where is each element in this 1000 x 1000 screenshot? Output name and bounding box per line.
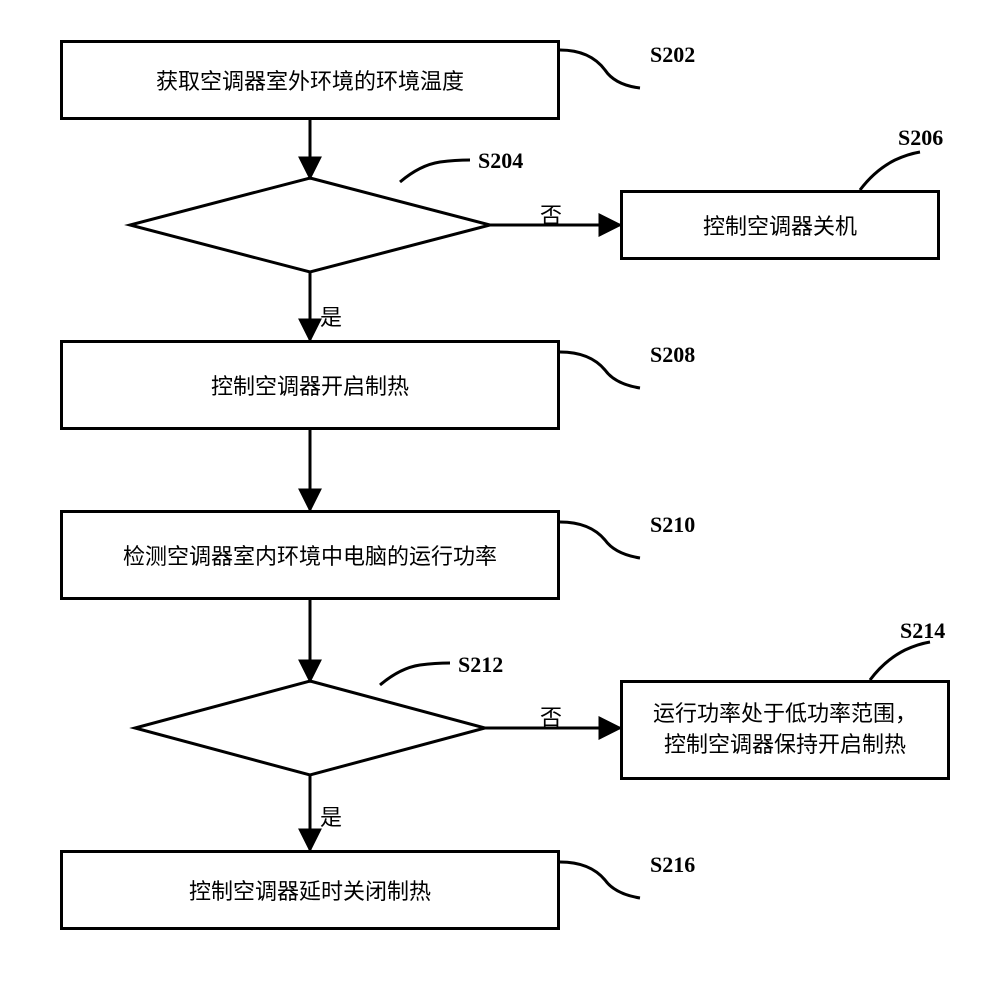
- callout-s212: [380, 663, 450, 685]
- label-s204: S204: [478, 148, 523, 174]
- callout-s204: [400, 160, 470, 182]
- node-s216-text: 控制空调器延时关闭制热: [189, 874, 431, 906]
- node-s206-text: 控制空调器关机: [703, 209, 857, 241]
- label-s208: S208: [650, 342, 695, 368]
- label-s212: S212: [458, 652, 503, 678]
- node-s210: 检测空调器室内环境中电脑的运行功率: [60, 510, 560, 600]
- callout-s214: [870, 642, 930, 680]
- callout-s206: [860, 152, 920, 190]
- edge-label-s204-no: 否: [540, 198, 562, 230]
- node-s208: 控制空调器开启制热: [60, 340, 560, 430]
- edge-label-s212-no: 否: [540, 700, 562, 732]
- label-s210: S210: [650, 512, 695, 538]
- node-s212-text: 运行功率处于高功率范围: [189, 712, 431, 744]
- node-s216: 控制空调器延时关闭制热: [60, 850, 560, 930]
- node-s204-text: 环境温度大于等于预设温度: [178, 209, 442, 241]
- edge-label-s212-yes: 是: [320, 800, 342, 832]
- label-s202: S202: [650, 42, 695, 68]
- node-s202-text: 获取空调器室外环境的环境温度: [156, 64, 464, 96]
- node-s208-text: 控制空调器开启制热: [211, 369, 409, 401]
- node-s214: 运行功率处于低功率范围， 控制空调器保持开启制热: [620, 680, 950, 780]
- callout-s216: [560, 862, 640, 898]
- label-s216: S216: [650, 852, 695, 878]
- node-s210-text: 检测空调器室内环境中电脑的运行功率: [123, 539, 497, 571]
- edge-label-s204-yes: 是: [320, 300, 342, 332]
- callout-s202: [560, 50, 640, 88]
- node-s206: 控制空调器关机: [620, 190, 940, 260]
- callout-s208: [560, 352, 640, 388]
- label-s206: S206: [898, 125, 943, 151]
- label-s214: S214: [900, 618, 945, 644]
- callout-s210: [560, 522, 640, 558]
- node-s202: 获取空调器室外环境的环境温度: [60, 40, 560, 120]
- node-s214-text2: 控制空调器保持开启制热: [664, 730, 906, 761]
- node-s214-text1: 运行功率处于低功率范围，: [653, 699, 917, 730]
